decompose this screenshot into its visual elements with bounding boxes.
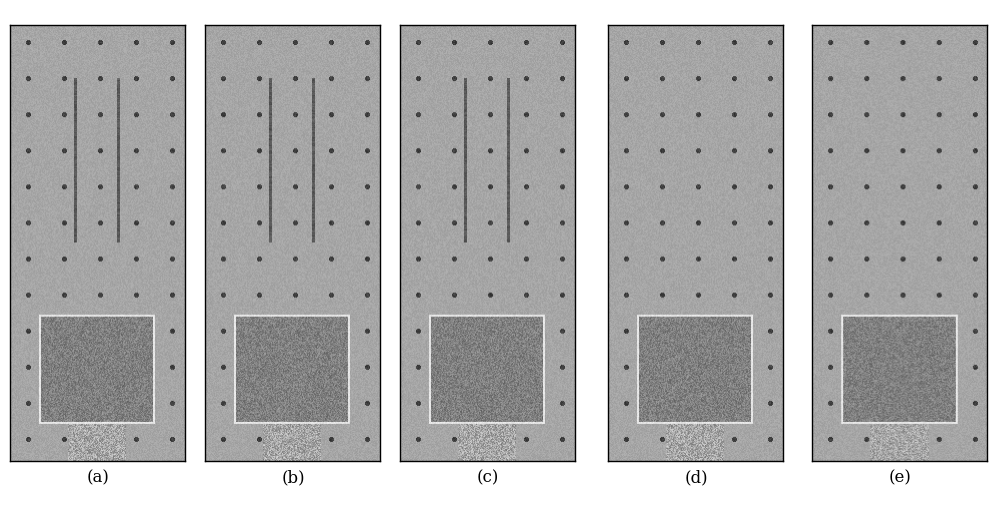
Text: (d): (d) [684,469,708,487]
Text: (a): (a) [87,469,109,487]
Text: (e): (e) [889,469,911,487]
Text: (c): (c) [477,469,499,487]
Text: (b): (b) [281,469,305,487]
